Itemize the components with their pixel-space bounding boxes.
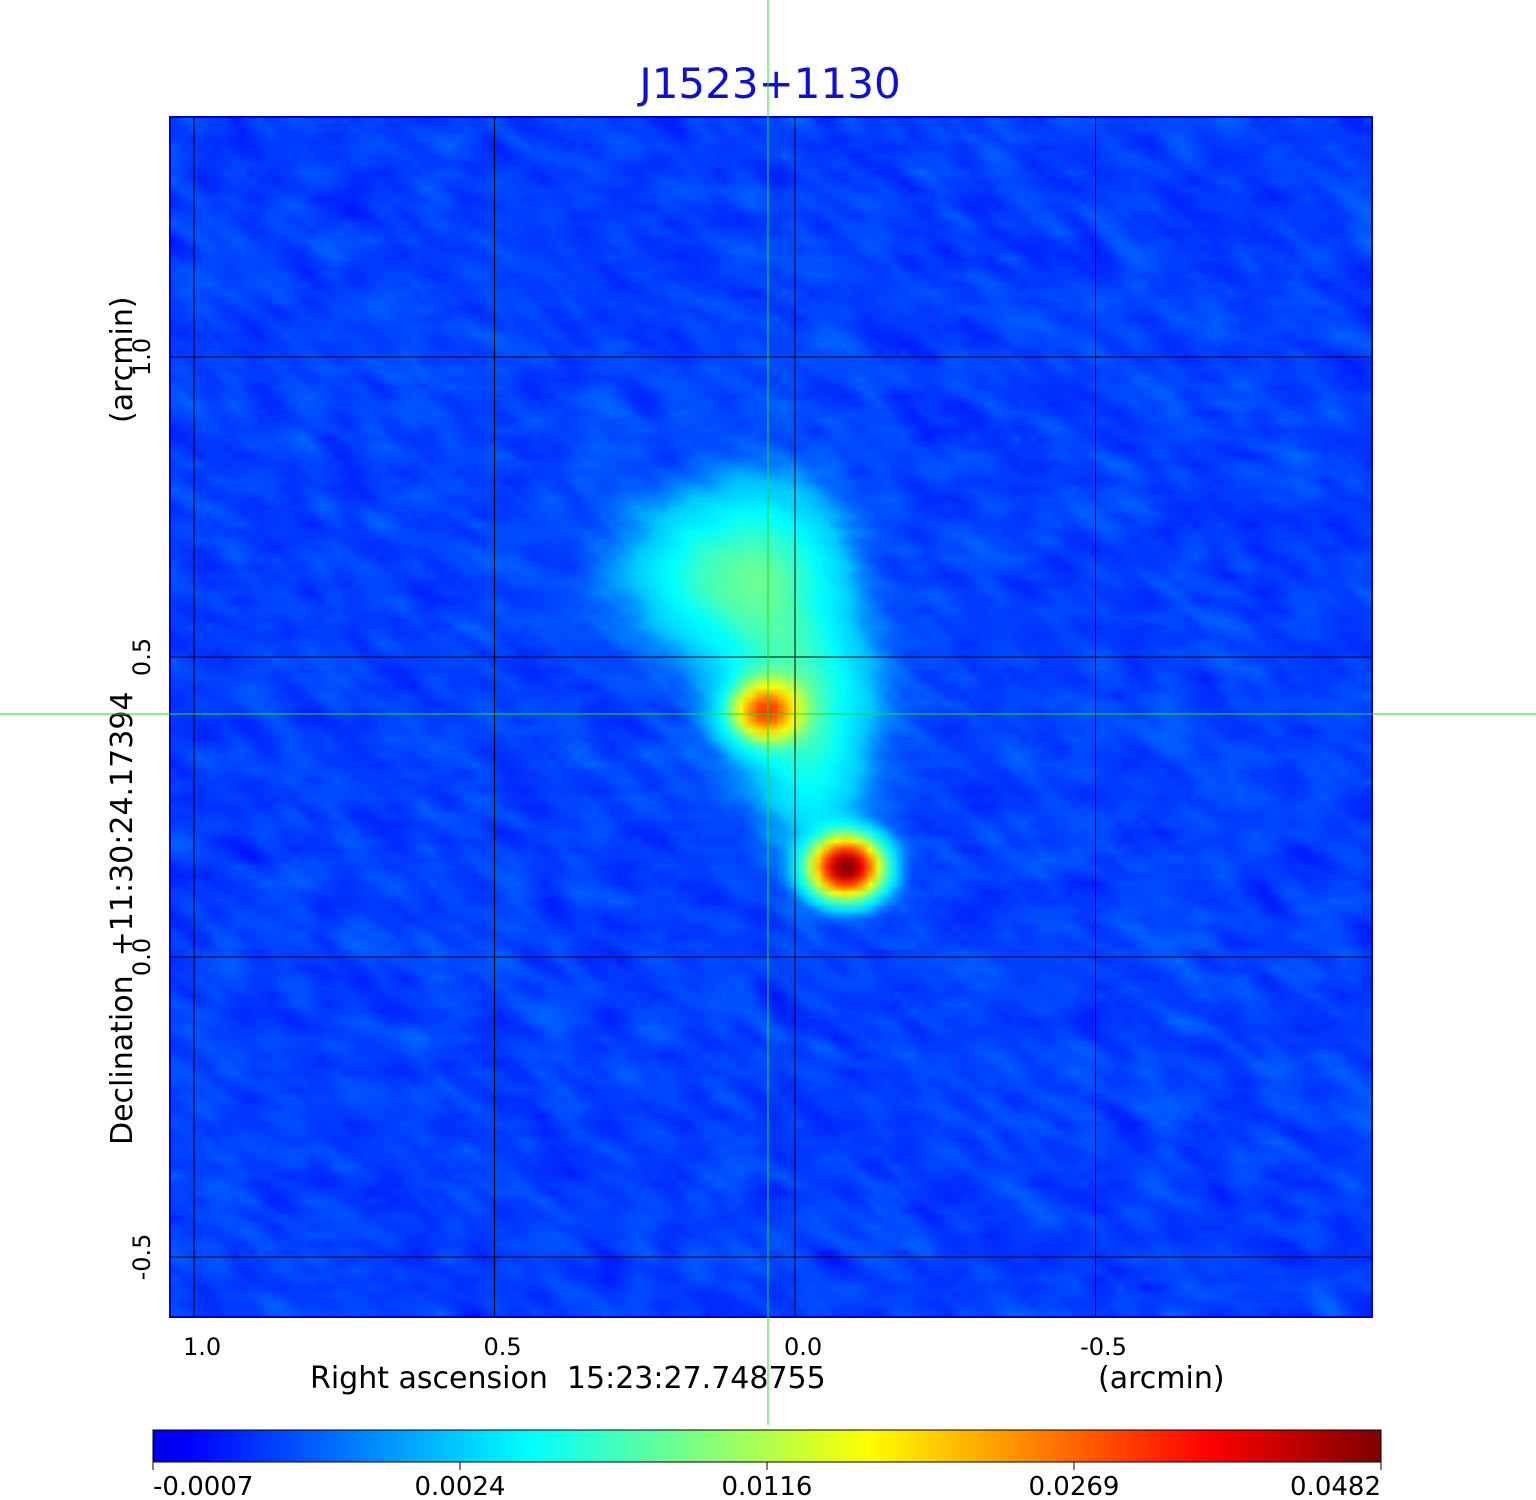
colorbar-tick-label: 0.0116 <box>722 1472 813 1500</box>
y-axis-label: Declination +11:30:24.17394 <box>105 691 140 1145</box>
x-axis-label: Right ascension 15:23:27.748755 <box>310 1361 826 1396</box>
colorbar-tick-label: 0.0024 <box>415 1472 506 1500</box>
x-tick-label: 0.5 <box>483 1333 521 1361</box>
colorbar-tick-label: 0.0482 <box>1290 1472 1381 1500</box>
y-tick-label: 1.0 <box>128 338 156 376</box>
crosshair <box>0 0 1536 1425</box>
x-tick-label: 0.0 <box>784 1333 822 1361</box>
plot-frame <box>169 116 1373 1318</box>
intensity-image <box>170 117 1372 1317</box>
y-tick-label: 0.0 <box>128 938 156 976</box>
y-tick-labels: -0.5 0.0 0.5 1.0 <box>128 338 156 1281</box>
y-tick-label: 0.5 <box>128 638 156 676</box>
colorbar-tick-label: -0.0007 <box>153 1472 253 1500</box>
chart-title: J1523+1130 <box>636 59 900 108</box>
x-tick-labels: 1.0 0.5 0.0 -0.5 <box>183 1333 1127 1361</box>
coordinate-grid <box>170 117 1372 1317</box>
y-axis-unit: (arcmin) <box>105 296 140 423</box>
y-tick-label: -0.5 <box>128 1234 156 1281</box>
x-tick-label: -0.5 <box>1080 1333 1127 1361</box>
x-axis-unit: (arcmin) <box>1098 1361 1225 1396</box>
colorbar-tick-labels: -0.0007 0.0024 0.0116 0.0269 0.0482 <box>152 1462 1382 1500</box>
colorbar-tick-label: 0.0269 <box>1029 1472 1120 1500</box>
x-tick-label: 1.0 <box>183 1333 221 1361</box>
colorbar <box>153 1430 1381 1462</box>
